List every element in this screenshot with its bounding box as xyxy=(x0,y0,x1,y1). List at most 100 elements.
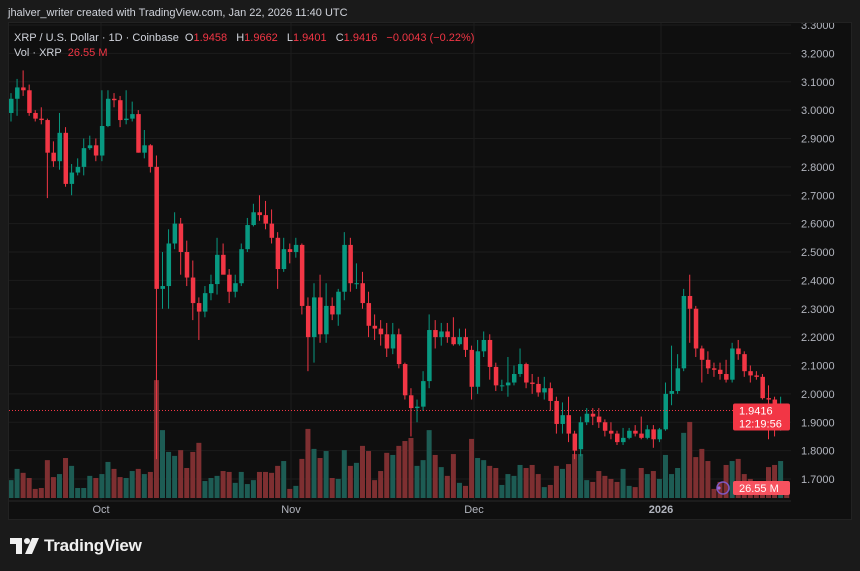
candle-body xyxy=(596,416,602,423)
candle-body xyxy=(99,126,105,156)
volume-bar xyxy=(444,475,450,498)
candle xyxy=(542,376,547,400)
chart-panel[interactable]: 3.3000 3.2000 3.1000 3.0000 2.9000 2.8000 2.70… xyxy=(8,22,852,520)
volume-bar xyxy=(426,430,432,498)
volume-bar xyxy=(572,454,578,498)
y-tick-label: 2.0000 xyxy=(801,389,835,401)
volume-bar xyxy=(214,475,220,498)
candle xyxy=(499,379,505,392)
high-value: 1.9662 xyxy=(244,32,278,44)
candle-body xyxy=(433,330,438,338)
event-marker-icon[interactable] xyxy=(716,481,730,495)
candle xyxy=(27,84,32,116)
volume-bar xyxy=(141,474,147,498)
candle-body xyxy=(511,374,517,383)
volume-bar xyxy=(493,468,499,498)
volume-bar xyxy=(378,471,384,498)
candle xyxy=(518,348,523,377)
candle-body xyxy=(615,433,620,443)
candle-body xyxy=(699,348,705,360)
volume-bar xyxy=(178,450,184,498)
candle-body xyxy=(57,132,62,162)
volume-bar xyxy=(669,474,675,498)
volume-bar xyxy=(408,438,414,498)
candle-body xyxy=(136,114,141,153)
candle-body xyxy=(63,132,69,184)
last-price-value: 1.9416 xyxy=(739,405,773,417)
candle-body xyxy=(415,406,420,409)
legend-symbol[interactable]: XRP / U.S. Dollar · 1D · Coinbase xyxy=(14,32,179,44)
candle xyxy=(663,382,668,431)
candle xyxy=(39,107,44,125)
candlestick-chart[interactable]: 3.3000 3.2000 3.1000 3.0000 2.9000 2.8000 2.70… xyxy=(9,23,852,520)
candle-body xyxy=(166,243,172,287)
volume-bar xyxy=(487,465,493,498)
candle xyxy=(421,371,426,411)
candle-body xyxy=(481,339,487,352)
candle xyxy=(33,110,38,122)
candle-body xyxy=(33,112,38,119)
volume-bar xyxy=(26,478,32,498)
tradingview-logo[interactable]: TradingView xyxy=(10,536,142,556)
volume-bar xyxy=(184,468,190,498)
candle-body xyxy=(366,303,372,326)
candle xyxy=(93,138,99,162)
y-tick-label: 3.3000 xyxy=(801,23,835,32)
candle xyxy=(233,274,238,298)
volume-bar xyxy=(711,488,717,498)
candle-body xyxy=(748,371,753,376)
candle xyxy=(742,351,747,377)
volume-bar xyxy=(335,478,341,498)
candle-body xyxy=(215,254,220,285)
volume-bar xyxy=(275,465,281,498)
candle xyxy=(427,314,432,389)
volume-bar xyxy=(620,468,626,498)
candle-body xyxy=(45,120,50,153)
candle-body xyxy=(560,415,565,424)
candle-body xyxy=(142,145,147,153)
candle-body xyxy=(675,368,681,392)
candle-body xyxy=(378,328,384,335)
candle xyxy=(9,93,14,122)
candle-body xyxy=(730,348,735,380)
candle-body xyxy=(69,172,75,184)
volume-bar xyxy=(390,454,396,498)
candle-body xyxy=(663,393,668,430)
y-tick-label: 2.9000 xyxy=(801,134,835,146)
candle xyxy=(608,422,614,440)
y-tick-label: 1.9000 xyxy=(801,417,835,429)
volume-bar xyxy=(263,471,269,498)
candle xyxy=(451,317,456,346)
candle-body xyxy=(251,212,256,226)
candle xyxy=(493,362,499,392)
volume-bar xyxy=(517,464,523,498)
candle-body xyxy=(457,337,462,345)
candle-body xyxy=(760,376,765,399)
candle xyxy=(505,356,511,397)
volume-bar xyxy=(384,452,390,498)
volume-bar xyxy=(123,478,129,498)
candle xyxy=(299,243,305,315)
candle-body xyxy=(342,244,347,292)
price-axis xyxy=(791,23,851,519)
candle-body xyxy=(196,303,202,312)
candle-body xyxy=(390,334,396,349)
high-label: H xyxy=(236,32,245,44)
volume-label[interactable]: Vol · XRP xyxy=(14,47,62,59)
candle-body xyxy=(305,305,311,338)
last-price-label-box xyxy=(733,403,790,431)
candle xyxy=(251,203,256,227)
candle xyxy=(572,430,578,460)
volume-bar xyxy=(578,454,584,498)
volume-bar xyxy=(56,474,62,498)
volume-bar xyxy=(547,484,553,498)
candle xyxy=(748,365,753,383)
candle xyxy=(457,328,462,346)
candle xyxy=(669,345,675,406)
candle-body xyxy=(263,215,269,224)
legend-volume-row: Vol · XRP 26.55 M xyxy=(14,46,477,61)
volume-bar xyxy=(481,460,487,498)
candle xyxy=(384,322,390,357)
y-tick-label: 2.8000 xyxy=(801,162,835,174)
y-tick-label: 3.0000 xyxy=(801,105,835,117)
